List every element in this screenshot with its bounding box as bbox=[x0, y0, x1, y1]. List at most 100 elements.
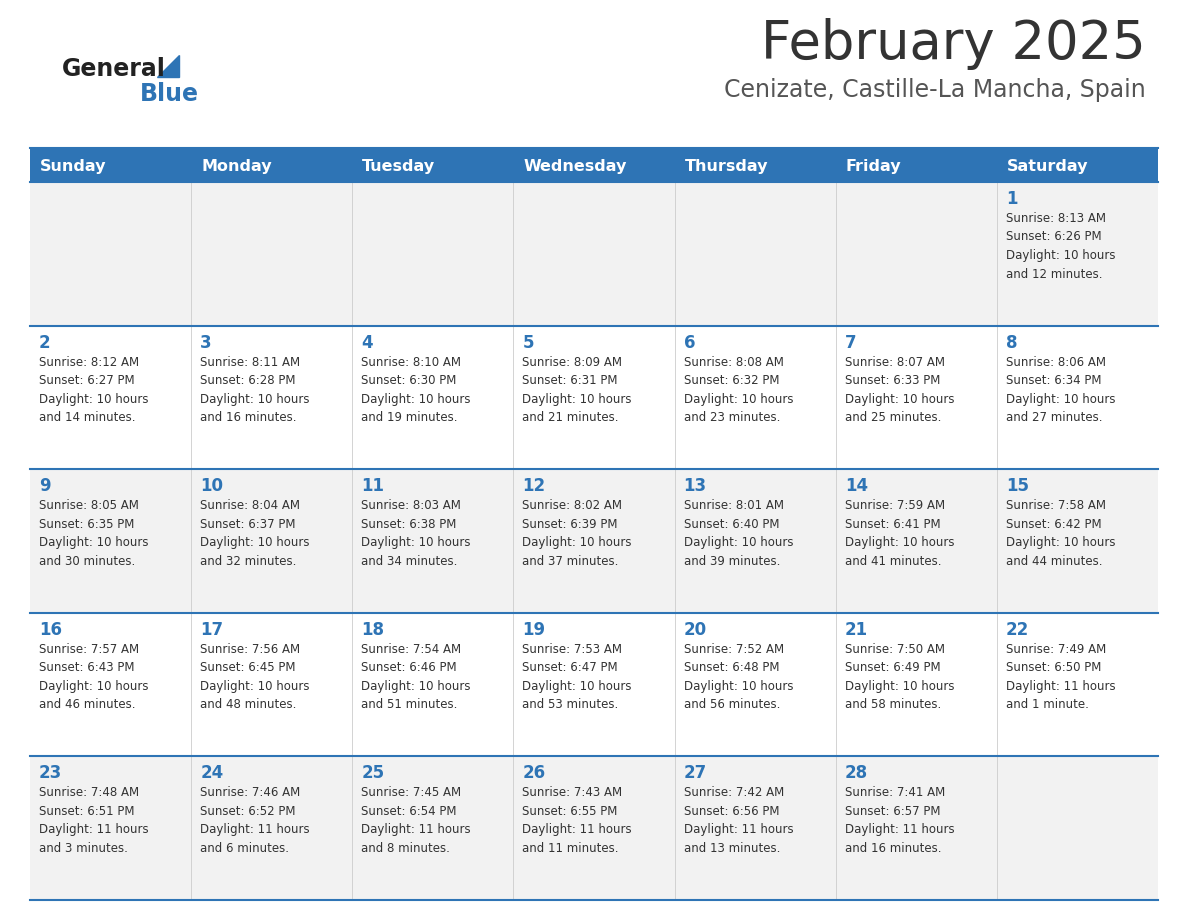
Text: 1: 1 bbox=[1006, 190, 1017, 208]
Text: 23: 23 bbox=[39, 765, 62, 782]
Text: Sunrise: 7:57 AM
Sunset: 6:43 PM
Daylight: 10 hours
and 46 minutes.: Sunrise: 7:57 AM Sunset: 6:43 PM Dayligh… bbox=[39, 643, 148, 711]
Bar bbox=[513, 148, 675, 182]
Bar bbox=[675, 613, 835, 756]
Text: Friday: Friday bbox=[846, 159, 902, 174]
Bar bbox=[30, 182, 191, 326]
Text: 7: 7 bbox=[845, 333, 857, 352]
Bar bbox=[997, 613, 1158, 756]
Text: 3: 3 bbox=[200, 333, 211, 352]
Text: 15: 15 bbox=[1006, 477, 1029, 495]
Bar bbox=[513, 756, 675, 900]
Bar bbox=[675, 756, 835, 900]
Bar bbox=[835, 756, 997, 900]
Bar bbox=[513, 182, 675, 326]
Text: General: General bbox=[62, 57, 166, 81]
Text: 19: 19 bbox=[523, 621, 545, 639]
Text: Sunrise: 7:58 AM
Sunset: 6:42 PM
Daylight: 10 hours
and 44 minutes.: Sunrise: 7:58 AM Sunset: 6:42 PM Dayligh… bbox=[1006, 499, 1116, 567]
Bar bbox=[835, 326, 997, 469]
Text: Sunrise: 8:11 AM
Sunset: 6:28 PM
Daylight: 10 hours
and 16 minutes.: Sunrise: 8:11 AM Sunset: 6:28 PM Dayligh… bbox=[200, 355, 310, 424]
Text: Sunrise: 7:42 AM
Sunset: 6:56 PM
Daylight: 11 hours
and 13 minutes.: Sunrise: 7:42 AM Sunset: 6:56 PM Dayligh… bbox=[683, 787, 794, 855]
Bar bbox=[997, 182, 1158, 326]
Bar bbox=[30, 756, 191, 900]
Text: Sunrise: 7:46 AM
Sunset: 6:52 PM
Daylight: 11 hours
and 6 minutes.: Sunrise: 7:46 AM Sunset: 6:52 PM Dayligh… bbox=[200, 787, 310, 855]
Text: Sunrise: 8:08 AM
Sunset: 6:32 PM
Daylight: 10 hours
and 23 minutes.: Sunrise: 8:08 AM Sunset: 6:32 PM Dayligh… bbox=[683, 355, 794, 424]
Bar bbox=[191, 756, 353, 900]
Bar bbox=[997, 469, 1158, 613]
Text: 11: 11 bbox=[361, 477, 384, 495]
Text: 24: 24 bbox=[200, 765, 223, 782]
Text: Sunrise: 8:02 AM
Sunset: 6:39 PM
Daylight: 10 hours
and 37 minutes.: Sunrise: 8:02 AM Sunset: 6:39 PM Dayligh… bbox=[523, 499, 632, 567]
Text: Sunrise: 8:03 AM
Sunset: 6:38 PM
Daylight: 10 hours
and 34 minutes.: Sunrise: 8:03 AM Sunset: 6:38 PM Dayligh… bbox=[361, 499, 470, 567]
Text: Saturday: Saturday bbox=[1007, 159, 1088, 174]
Bar bbox=[675, 148, 835, 182]
Bar bbox=[835, 182, 997, 326]
Text: 21: 21 bbox=[845, 621, 868, 639]
Text: Sunrise: 7:43 AM
Sunset: 6:55 PM
Daylight: 11 hours
and 11 minutes.: Sunrise: 7:43 AM Sunset: 6:55 PM Dayligh… bbox=[523, 787, 632, 855]
Text: 5: 5 bbox=[523, 333, 533, 352]
Text: 18: 18 bbox=[361, 621, 384, 639]
Text: Sunrise: 7:50 AM
Sunset: 6:49 PM
Daylight: 10 hours
and 58 minutes.: Sunrise: 7:50 AM Sunset: 6:49 PM Dayligh… bbox=[845, 643, 954, 711]
Text: 8: 8 bbox=[1006, 333, 1017, 352]
Bar bbox=[353, 469, 513, 613]
Text: 17: 17 bbox=[200, 621, 223, 639]
Bar bbox=[191, 148, 353, 182]
Text: 25: 25 bbox=[361, 765, 385, 782]
Text: Sunrise: 7:53 AM
Sunset: 6:47 PM
Daylight: 10 hours
and 53 minutes.: Sunrise: 7:53 AM Sunset: 6:47 PM Dayligh… bbox=[523, 643, 632, 711]
Bar bbox=[835, 148, 997, 182]
Text: 27: 27 bbox=[683, 765, 707, 782]
Text: Tuesday: Tuesday bbox=[362, 159, 436, 174]
Text: 26: 26 bbox=[523, 765, 545, 782]
Bar bbox=[191, 469, 353, 613]
Bar bbox=[513, 613, 675, 756]
Text: 6: 6 bbox=[683, 333, 695, 352]
Text: Sunrise: 8:05 AM
Sunset: 6:35 PM
Daylight: 10 hours
and 30 minutes.: Sunrise: 8:05 AM Sunset: 6:35 PM Dayligh… bbox=[39, 499, 148, 567]
Text: Sunrise: 7:52 AM
Sunset: 6:48 PM
Daylight: 10 hours
and 56 minutes.: Sunrise: 7:52 AM Sunset: 6:48 PM Dayligh… bbox=[683, 643, 794, 711]
Text: 16: 16 bbox=[39, 621, 62, 639]
Text: Sunrise: 7:49 AM
Sunset: 6:50 PM
Daylight: 11 hours
and 1 minute.: Sunrise: 7:49 AM Sunset: 6:50 PM Dayligh… bbox=[1006, 643, 1116, 711]
Bar bbox=[675, 326, 835, 469]
Text: Thursday: Thursday bbox=[684, 159, 769, 174]
Text: 12: 12 bbox=[523, 477, 545, 495]
Bar bbox=[191, 326, 353, 469]
Bar bbox=[835, 469, 997, 613]
Bar bbox=[513, 326, 675, 469]
Bar bbox=[353, 613, 513, 756]
Bar bbox=[353, 756, 513, 900]
Polygon shape bbox=[157, 55, 179, 77]
Bar bbox=[191, 613, 353, 756]
Text: 2: 2 bbox=[39, 333, 51, 352]
Text: Wednesday: Wednesday bbox=[524, 159, 627, 174]
Text: 28: 28 bbox=[845, 765, 868, 782]
Text: 4: 4 bbox=[361, 333, 373, 352]
Text: Sunrise: 7:54 AM
Sunset: 6:46 PM
Daylight: 10 hours
and 51 minutes.: Sunrise: 7:54 AM Sunset: 6:46 PM Dayligh… bbox=[361, 643, 470, 711]
Bar bbox=[675, 469, 835, 613]
Text: Sunrise: 8:10 AM
Sunset: 6:30 PM
Daylight: 10 hours
and 19 minutes.: Sunrise: 8:10 AM Sunset: 6:30 PM Dayligh… bbox=[361, 355, 470, 424]
Text: Sunrise: 8:09 AM
Sunset: 6:31 PM
Daylight: 10 hours
and 21 minutes.: Sunrise: 8:09 AM Sunset: 6:31 PM Dayligh… bbox=[523, 355, 632, 424]
Text: 22: 22 bbox=[1006, 621, 1029, 639]
Bar bbox=[30, 148, 191, 182]
Text: Sunrise: 8:06 AM
Sunset: 6:34 PM
Daylight: 10 hours
and 27 minutes.: Sunrise: 8:06 AM Sunset: 6:34 PM Dayligh… bbox=[1006, 355, 1116, 424]
Bar bbox=[353, 148, 513, 182]
Text: Sunrise: 7:59 AM
Sunset: 6:41 PM
Daylight: 10 hours
and 41 minutes.: Sunrise: 7:59 AM Sunset: 6:41 PM Dayligh… bbox=[845, 499, 954, 567]
Text: Monday: Monday bbox=[201, 159, 272, 174]
Bar bbox=[353, 326, 513, 469]
Text: Sunrise: 8:07 AM
Sunset: 6:33 PM
Daylight: 10 hours
and 25 minutes.: Sunrise: 8:07 AM Sunset: 6:33 PM Dayligh… bbox=[845, 355, 954, 424]
Bar bbox=[30, 326, 191, 469]
Bar bbox=[997, 756, 1158, 900]
Text: 9: 9 bbox=[39, 477, 51, 495]
Bar bbox=[191, 182, 353, 326]
Bar bbox=[997, 148, 1158, 182]
Text: Sunday: Sunday bbox=[40, 159, 107, 174]
Bar bbox=[997, 326, 1158, 469]
Text: Sunrise: 8:13 AM
Sunset: 6:26 PM
Daylight: 10 hours
and 12 minutes.: Sunrise: 8:13 AM Sunset: 6:26 PM Dayligh… bbox=[1006, 212, 1116, 281]
Text: Sunrise: 7:41 AM
Sunset: 6:57 PM
Daylight: 11 hours
and 16 minutes.: Sunrise: 7:41 AM Sunset: 6:57 PM Dayligh… bbox=[845, 787, 954, 855]
Text: Sunrise: 8:12 AM
Sunset: 6:27 PM
Daylight: 10 hours
and 14 minutes.: Sunrise: 8:12 AM Sunset: 6:27 PM Dayligh… bbox=[39, 355, 148, 424]
Text: Sunrise: 7:48 AM
Sunset: 6:51 PM
Daylight: 11 hours
and 3 minutes.: Sunrise: 7:48 AM Sunset: 6:51 PM Dayligh… bbox=[39, 787, 148, 855]
Text: Sunrise: 8:04 AM
Sunset: 6:37 PM
Daylight: 10 hours
and 32 minutes.: Sunrise: 8:04 AM Sunset: 6:37 PM Dayligh… bbox=[200, 499, 310, 567]
Text: Cenizate, Castille-La Mancha, Spain: Cenizate, Castille-La Mancha, Spain bbox=[725, 78, 1146, 102]
Text: 13: 13 bbox=[683, 477, 707, 495]
Text: 20: 20 bbox=[683, 621, 707, 639]
Text: Blue: Blue bbox=[140, 82, 200, 106]
Text: Sunrise: 8:01 AM
Sunset: 6:40 PM
Daylight: 10 hours
and 39 minutes.: Sunrise: 8:01 AM Sunset: 6:40 PM Dayligh… bbox=[683, 499, 794, 567]
Text: February 2025: February 2025 bbox=[762, 18, 1146, 70]
